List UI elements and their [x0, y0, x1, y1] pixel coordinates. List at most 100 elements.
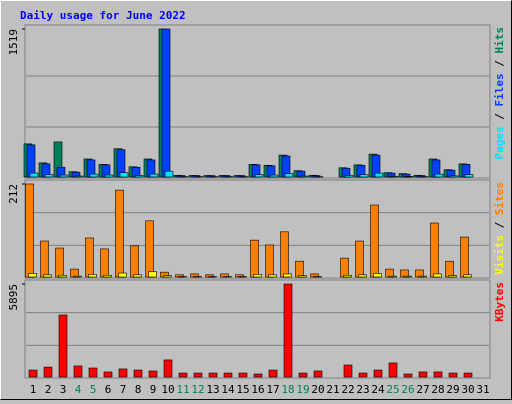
bar [56, 248, 64, 277]
x-tick-label: 5 [90, 383, 97, 396]
x-tick-label: 19 [296, 383, 309, 396]
bar [356, 241, 364, 277]
bar [164, 276, 172, 277]
bar [341, 258, 349, 277]
x-tick-label: 10 [161, 383, 174, 396]
bar [89, 368, 97, 377]
bar [165, 171, 173, 177]
legend-entry: Hits [493, 27, 506, 54]
bar [374, 370, 382, 377]
x-tick-label: 29 [446, 383, 459, 396]
bar [255, 175, 263, 177]
bar [446, 261, 454, 277]
bar [281, 232, 289, 277]
x-tick-label: 30 [461, 383, 474, 396]
bar [465, 175, 473, 177]
x-tick-label: 12 [191, 383, 204, 396]
legend-entry: KBytes [493, 282, 506, 322]
bar [269, 275, 277, 277]
legend-separator: / [493, 107, 506, 127]
legend: Visits / Sites [493, 182, 506, 275]
y-tick-label: 1519 [7, 29, 20, 56]
bar [404, 276, 412, 277]
bar [26, 184, 34, 277]
bar [119, 369, 127, 377]
x-tick-label: 15 [236, 383, 249, 396]
bar [360, 175, 368, 177]
bar [149, 272, 157, 277]
bar [449, 373, 457, 377]
bar [344, 275, 352, 277]
x-tick-label: 6 [105, 383, 112, 396]
x-tick-label: 11 [176, 383, 189, 396]
bar [27, 145, 35, 177]
x-tick-label: 14 [221, 383, 235, 396]
bar [74, 366, 82, 377]
x-tick-label: 27 [416, 383, 429, 396]
bar [359, 275, 367, 277]
bar [450, 176, 458, 177]
bar [101, 249, 109, 277]
bar [194, 373, 202, 377]
bar [146, 221, 154, 277]
x-tick-label: 4 [75, 383, 82, 396]
bar [116, 190, 124, 277]
bar [131, 246, 139, 277]
panel [25, 280, 490, 378]
bar [345, 176, 353, 177]
bar [374, 273, 382, 277]
bar [104, 275, 112, 277]
bar [404, 374, 412, 377]
bar [464, 275, 472, 277]
bar [386, 269, 394, 277]
bar [434, 274, 442, 277]
bar [434, 372, 442, 377]
bar [104, 372, 112, 377]
bar [270, 175, 278, 177]
chart-title: Daily usage for June 2022 [20, 9, 186, 22]
legend-separator: / [493, 54, 506, 74]
bar [29, 370, 37, 377]
bar [284, 274, 292, 277]
bar [375, 173, 383, 177]
bar [44, 367, 52, 377]
bar [90, 174, 98, 177]
y-tick-label: 212 [7, 184, 20, 204]
bar [30, 173, 38, 177]
bar [464, 373, 472, 377]
x-tick-label: 22 [341, 383, 354, 396]
legend-entry: Sites [493, 182, 506, 215]
bar [300, 176, 308, 177]
bar [59, 315, 67, 377]
legend: KBytes [493, 282, 506, 322]
bar [359, 373, 367, 377]
bar [269, 370, 277, 377]
bar [164, 360, 172, 377]
legend: Pages / Files / Hits [493, 27, 506, 160]
bar [461, 237, 469, 277]
x-tick-label: 2 [45, 383, 52, 396]
bar [60, 175, 68, 177]
bar [71, 269, 79, 277]
x-tick-label: 8 [135, 383, 142, 396]
x-tick-label: 1 [30, 383, 37, 396]
bar [405, 176, 413, 177]
x-tick-label: 3 [60, 383, 67, 396]
y-tick-label: 5895 [7, 284, 20, 311]
bar [266, 245, 274, 277]
bar [105, 175, 113, 177]
bar [419, 372, 427, 377]
x-tick-label: 17 [266, 383, 279, 396]
x-tick-label: 18 [281, 383, 294, 396]
legend-entry: Pages [493, 126, 506, 159]
bar [254, 374, 262, 377]
bar [314, 371, 322, 377]
bar [162, 29, 170, 177]
panel [25, 25, 490, 178]
bar [45, 175, 53, 177]
bar [389, 363, 397, 377]
x-tick-label: 13 [206, 383, 219, 396]
x-tick-label: 23 [356, 383, 369, 396]
bar [296, 261, 304, 277]
